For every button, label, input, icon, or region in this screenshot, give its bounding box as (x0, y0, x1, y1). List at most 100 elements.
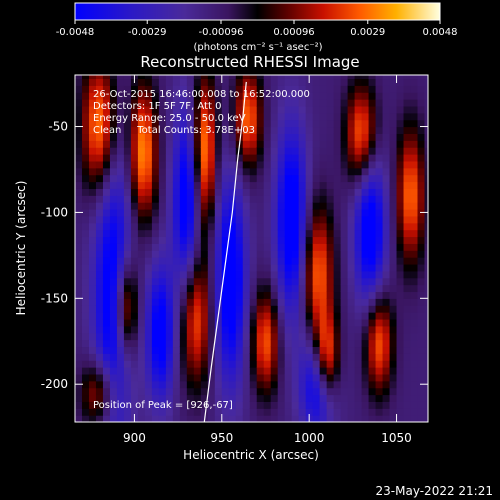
heatmap-cell (354, 291, 363, 299)
heatmap-cell (123, 78, 132, 86)
heatmap-cell (256, 243, 265, 251)
heatmap-cell (95, 367, 104, 375)
heatmap-cell (81, 394, 90, 402)
heatmap-cell (298, 284, 307, 293)
heatmap-cell (81, 154, 90, 162)
heatmap-cell (291, 140, 300, 148)
heatmap-cell (347, 154, 356, 162)
heatmap-cell (340, 112, 349, 121)
heatmap-cell (319, 99, 328, 107)
heatmap-cell (123, 305, 132, 313)
heatmap-cell (424, 188, 428, 196)
heatmap-cell (312, 105, 321, 114)
heatmap-cell (151, 140, 160, 148)
heatmap-cell (186, 250, 195, 258)
heatmap-cell (326, 305, 335, 313)
heatmap-cell (109, 208, 118, 217)
heatmap-cell (284, 112, 293, 121)
heatmap-cell (130, 181, 139, 189)
heatmap-cell (270, 291, 279, 299)
heatmap-cell (242, 75, 251, 80)
heatmap-cell (389, 229, 398, 238)
heatmap-cell (417, 133, 426, 141)
heatmap-cell (270, 147, 279, 155)
heatmap-cell (256, 195, 265, 203)
heatmap-cell (81, 126, 90, 134)
heatmap-cell (326, 312, 335, 320)
heatmap-cell (81, 312, 90, 320)
heatmap-cell (75, 243, 83, 251)
heatmap-cell (137, 154, 146, 162)
heatmap-cell (361, 277, 370, 286)
heatmap-cell (396, 250, 405, 258)
heatmap-cell (270, 133, 279, 141)
heatmap-cell (291, 250, 300, 258)
heatmap-cell (312, 112, 321, 121)
heatmap-cell (242, 202, 251, 210)
heatmap-cell (214, 75, 223, 80)
heatmap-cell (333, 208, 342, 217)
heatmap-cell (214, 188, 223, 196)
heatmap-cell (151, 339, 160, 348)
heatmap-cell (130, 222, 139, 231)
heatmap-cell (375, 195, 384, 203)
heatmap-cell (109, 188, 118, 196)
heatmap-cell (249, 140, 258, 148)
heatmap-cell (249, 167, 258, 176)
heatmap-cell (123, 325, 132, 334)
x-axis-label: Heliocentric X (arcsec) (183, 448, 319, 462)
heatmap-cell (95, 325, 104, 334)
heatmap-cell (200, 353, 209, 361)
heatmap-cell (151, 415, 160, 422)
heatmap-cell (333, 401, 342, 409)
heatmap-cell (354, 78, 363, 86)
heatmap-cell (75, 167, 83, 176)
heatmap-cell (424, 325, 428, 334)
heatmap-cell (410, 119, 419, 128)
heatmap-cell (200, 188, 209, 196)
heatmap-cell (116, 215, 125, 224)
heatmap-cell (326, 174, 335, 183)
heatmap-cell (228, 126, 237, 134)
heatmap-cell (151, 188, 160, 196)
heatmap-cell (137, 353, 146, 361)
heatmap-cell (305, 353, 314, 361)
heatmap-cell (151, 105, 160, 114)
heatmap-cell (284, 222, 293, 231)
heatmap-cell (144, 222, 153, 231)
heatmap-cell (347, 325, 356, 334)
heatmap-cell (116, 298, 125, 306)
heatmap-cell (88, 291, 97, 299)
heatmap-cell (95, 140, 104, 148)
heatmap-cell (172, 380, 181, 389)
heatmap-cell (144, 353, 153, 361)
heatmap-cell (200, 229, 209, 238)
heatmap-cell (284, 298, 293, 306)
heatmap-cell (179, 154, 188, 162)
heatmap-cell (186, 147, 195, 155)
heatmap-cell (109, 401, 118, 409)
heatmap-cell (200, 195, 209, 203)
heatmap-cell (102, 92, 111, 100)
heatmap-cell (200, 215, 209, 224)
heatmap-cell (179, 195, 188, 203)
heatmap-cell (333, 325, 342, 334)
heatmap-cell (417, 99, 426, 107)
heatmap-cell (193, 160, 202, 169)
heatmap-cell (116, 181, 125, 189)
heatmap-cell (270, 387, 279, 396)
heatmap-cell (207, 126, 216, 134)
heatmap-cell (75, 222, 83, 231)
heatmap-cell (221, 373, 230, 382)
heatmap-cell (88, 160, 97, 169)
heatmap-cell (263, 312, 272, 320)
heatmap-cell (186, 215, 195, 224)
heatmap-cell (270, 85, 279, 93)
heatmap-cell (368, 346, 377, 354)
heatmap-cell (347, 78, 356, 86)
heatmap-cell (137, 188, 146, 196)
heatmap-cell (347, 167, 356, 176)
heatmap-cell (305, 380, 314, 389)
heatmap-cell (172, 119, 181, 128)
heatmap-cell (242, 154, 251, 162)
